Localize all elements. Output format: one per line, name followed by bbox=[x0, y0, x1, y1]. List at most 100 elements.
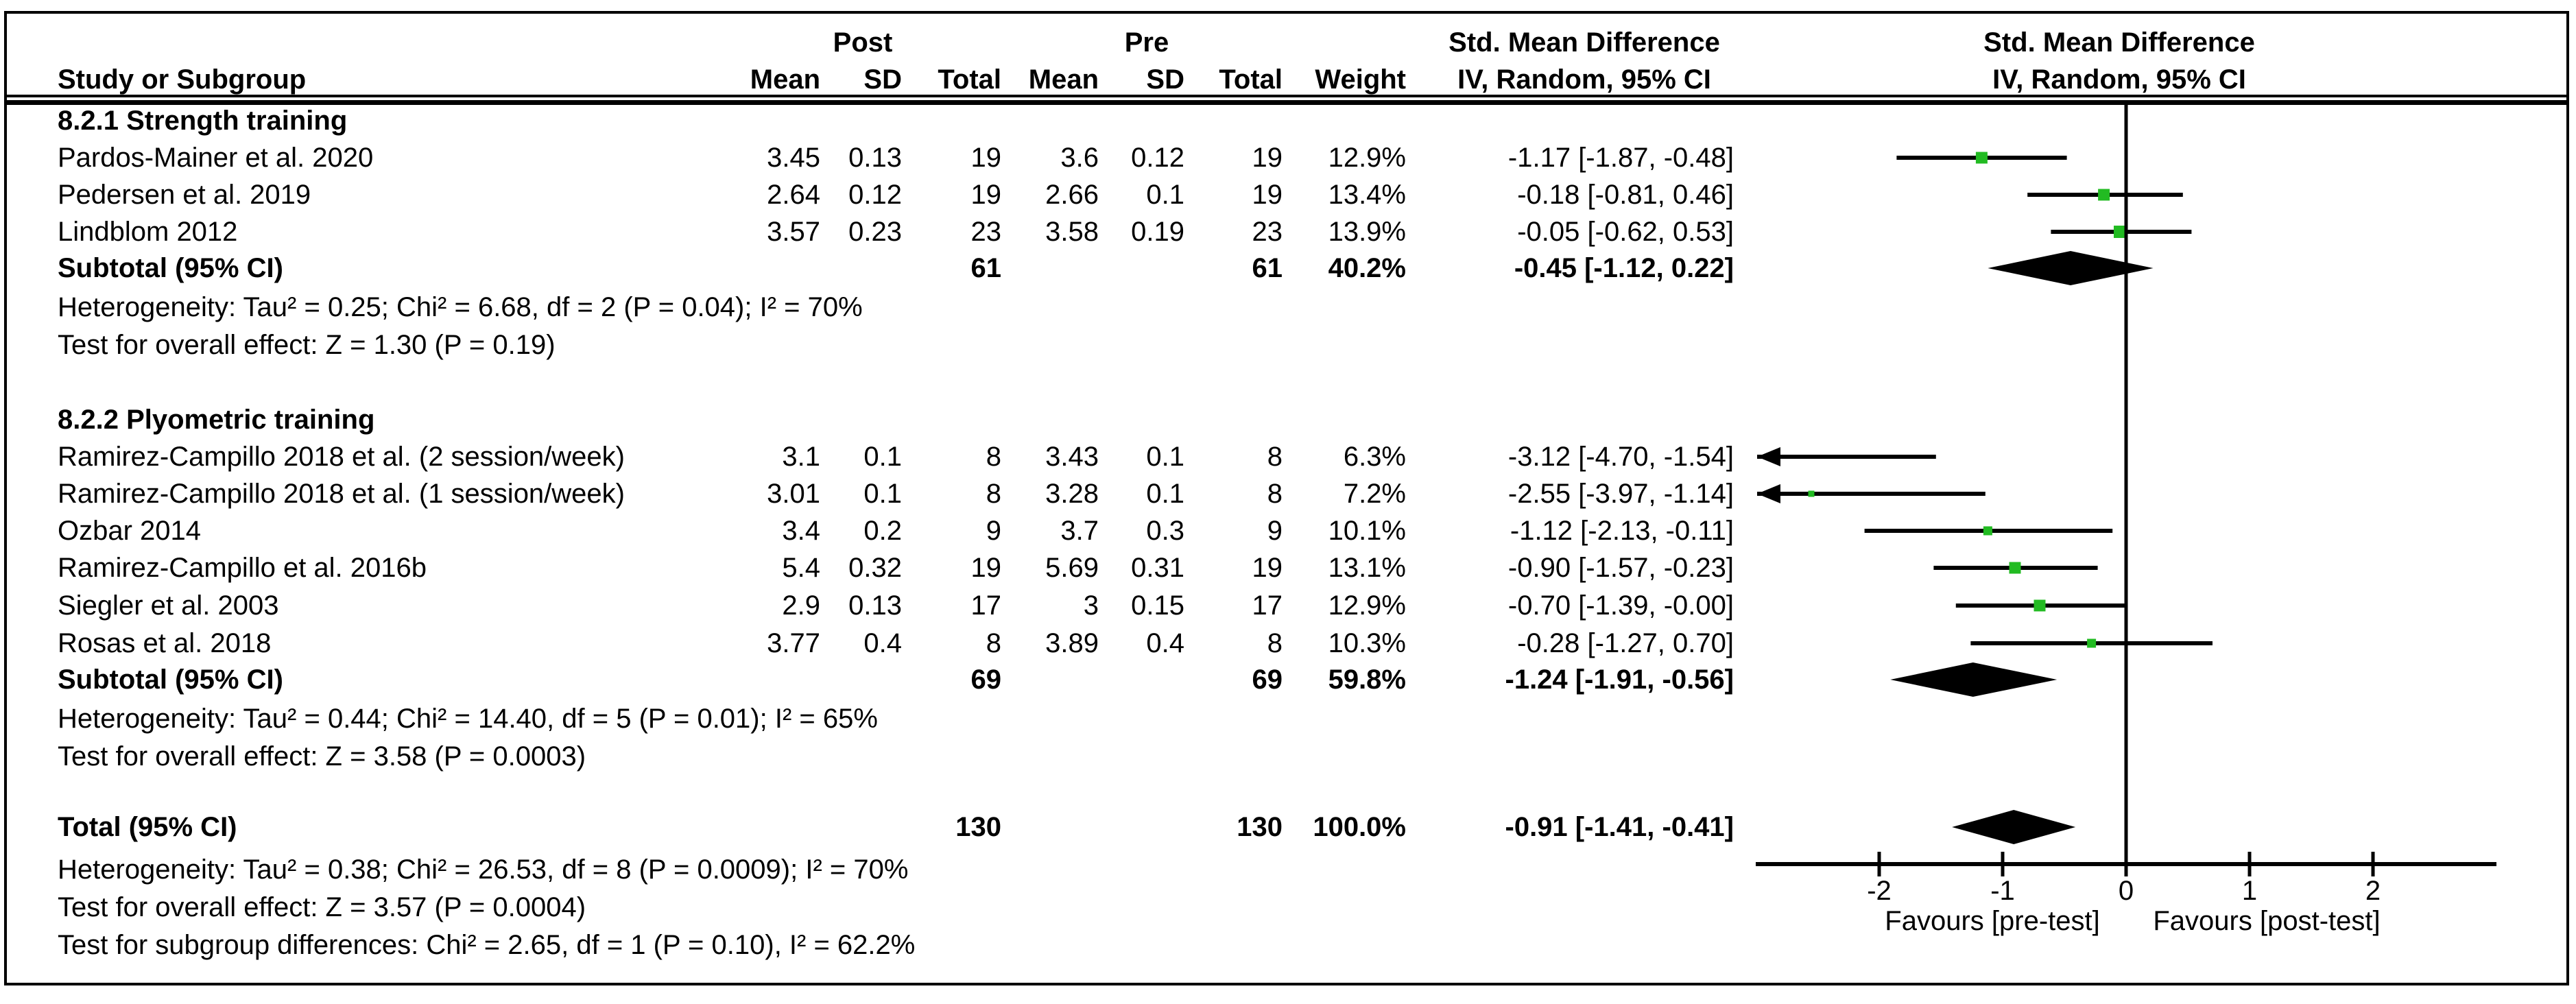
weight-cell: 13.4% bbox=[1328, 180, 1406, 210]
pre-total-cell: 69 bbox=[1252, 665, 1283, 695]
ci-cell: -1.12 [-2.13, -0.11] bbox=[1510, 516, 1734, 546]
post-sd-cell: 0.32 bbox=[848, 553, 902, 583]
total-overall-effect-text: Test for overall effect: Z = 3.57 (P = 0… bbox=[58, 892, 586, 922]
post-total-cell: 8 bbox=[986, 628, 1001, 658]
weight-cell: 10.3% bbox=[1328, 628, 1406, 658]
effect-square bbox=[2034, 599, 2046, 612]
post-sd-cell: 0.1 bbox=[863, 442, 902, 472]
post-total-cell: 8 bbox=[986, 479, 1001, 509]
ci-cell: -2.55 [-3.97, -1.14] bbox=[1507, 479, 1734, 509]
ci-cell: -0.18 [-0.81, 0.46] bbox=[1517, 180, 1734, 210]
pre-total-cell: 61 bbox=[1252, 253, 1283, 283]
weight-cell: 59.8% bbox=[1328, 665, 1406, 695]
study-label: Rosas et al. 2018 bbox=[58, 628, 272, 658]
pre-sd-cell: 0.19 bbox=[1131, 217, 1184, 247]
heterogeneity-text: Heterogeneity: Tau² = 0.25; Chi² = 6.68,… bbox=[58, 292, 863, 322]
study-label: Ramirez-Campillo 2018 et al. (2 session/… bbox=[58, 442, 625, 472]
weight-cell: 13.9% bbox=[1328, 217, 1406, 247]
post-mean-cell: 3.45 bbox=[767, 143, 820, 173]
post-total-cell: 17 bbox=[970, 590, 1002, 621]
pre-mean-cell: 3.43 bbox=[1045, 442, 1099, 472]
post-sd-cell: 0.13 bbox=[848, 590, 902, 621]
pre-mean-cell: 2.66 bbox=[1045, 180, 1099, 210]
heterogeneity-text: Heterogeneity: Tau² = 0.44; Chi² = 14.40… bbox=[58, 704, 878, 734]
post-total-cell: 8 bbox=[986, 442, 1001, 472]
post-total-cell: 19 bbox=[970, 180, 1002, 210]
pre-total-cell: 17 bbox=[1252, 590, 1283, 621]
overall-effect-text: Test for overall effect: Z = 1.30 (P = 0… bbox=[58, 330, 556, 360]
ci-cell: -0.70 [-1.39, -0.00] bbox=[1507, 590, 1734, 621]
weight-cell: 100.0% bbox=[1313, 812, 1406, 842]
pre-total-cell: 9 bbox=[1267, 516, 1283, 546]
study-label: Pedersen et al. 2019 bbox=[58, 180, 311, 210]
effect-square bbox=[2009, 562, 2021, 574]
pre-sd-cell: 0.1 bbox=[1146, 180, 1184, 210]
subgroup-title: 8.2.1 Strength training bbox=[58, 106, 348, 136]
post-total-cell: 19 bbox=[970, 553, 1002, 583]
post-mean-cell: 3.4 bbox=[782, 516, 820, 546]
subtotal-label: Subtotal (95% CI) bbox=[58, 253, 283, 283]
col-header-pre-sd: SD bbox=[1146, 64, 1184, 95]
weight-cell: 13.1% bbox=[1328, 553, 1406, 583]
total-heterogeneity-text: Heterogeneity: Tau² = 0.38; Chi² = 26.53… bbox=[58, 854, 909, 885]
col-header-pre-total: Total bbox=[1219, 64, 1283, 95]
favours-right-label: Favours [post-test] bbox=[2153, 906, 2380, 936]
ci-cell: -0.90 [-1.57, -0.23] bbox=[1507, 553, 1734, 583]
axis-tick-label: -2 bbox=[1867, 876, 1892, 906]
effect-square bbox=[1975, 152, 1988, 164]
subtotal-diamond bbox=[1988, 251, 2154, 285]
weight-cell: 7.2% bbox=[1343, 479, 1406, 509]
subgroup-differences-text: Test for subgroup differences: Chi² = 2.… bbox=[58, 930, 916, 960]
effect-square bbox=[2114, 226, 2126, 238]
arrow-left bbox=[1757, 447, 1780, 466]
col-header-study: Study or Subgroup bbox=[58, 64, 307, 95]
post-sd-cell: 0.4 bbox=[863, 628, 902, 658]
pre-total-cell: 19 bbox=[1252, 143, 1283, 173]
weight-cell: 12.9% bbox=[1328, 590, 1406, 621]
effect-square bbox=[2098, 189, 2110, 201]
pre-total-cell: 19 bbox=[1252, 180, 1283, 210]
pre-mean-cell: 5.69 bbox=[1045, 553, 1099, 583]
col-header-pre-mean: Mean bbox=[1028, 64, 1099, 95]
study-label: Siegler et al. 2003 bbox=[58, 590, 279, 621]
plot-header-effect-method: IV, Random, 95% CI bbox=[1992, 64, 2246, 95]
post-total-cell: 69 bbox=[970, 665, 1002, 695]
ci-cell: -3.12 [-4.70, -1.54] bbox=[1507, 442, 1734, 472]
pre-total-cell: 19 bbox=[1252, 553, 1283, 583]
header-rule-thick bbox=[7, 100, 2569, 105]
subtotal-label: Subtotal (95% CI) bbox=[58, 665, 283, 695]
pre-sd-cell: 0.1 bbox=[1146, 479, 1184, 509]
overall-effect-text: Test for overall effect: Z = 3.58 (P = 0… bbox=[58, 741, 586, 772]
ci-cell: -0.05 [-0.62, 0.53] bbox=[1517, 217, 1734, 247]
pre-total-cell: 8 bbox=[1267, 628, 1283, 658]
post-sd-cell: 0.1 bbox=[863, 479, 902, 509]
col-group-post: Post bbox=[833, 27, 893, 58]
post-sd-cell: 0.2 bbox=[863, 516, 902, 546]
ci-cell: -1.24 [-1.91, -0.56] bbox=[1505, 665, 1734, 695]
post-sd-cell: 0.23 bbox=[848, 217, 902, 247]
post-total-cell: 9 bbox=[986, 516, 1001, 546]
weight-cell: 10.1% bbox=[1328, 516, 1406, 546]
weight-cell: 40.2% bbox=[1328, 253, 1406, 283]
pre-mean-cell: 3.89 bbox=[1045, 628, 1099, 658]
total-label: Total (95% CI) bbox=[58, 812, 237, 842]
header-rule-thin bbox=[7, 95, 2569, 97]
col-header-weight: Weight bbox=[1315, 64, 1406, 95]
pre-mean-cell: 3.6 bbox=[1060, 143, 1099, 173]
subgroup-title: 8.2.2 Plyometric training bbox=[58, 405, 375, 435]
post-sd-cell: 0.12 bbox=[848, 180, 902, 210]
ci-cell: -0.28 [-1.27, 0.70] bbox=[1517, 628, 1734, 658]
post-mean-cell: 2.64 bbox=[767, 180, 820, 210]
post-sd-cell: 0.13 bbox=[848, 143, 902, 173]
study-label: Ramirez-Campillo et al. 2016b bbox=[58, 553, 427, 583]
pre-mean-cell: 3 bbox=[1083, 590, 1099, 621]
col-header-effect-title: Std. Mean Difference bbox=[1448, 27, 1720, 58]
weight-cell: 6.3% bbox=[1343, 442, 1406, 472]
effect-square bbox=[1808, 490, 1815, 497]
total-diamond bbox=[1952, 810, 2076, 844]
pre-sd-cell: 0.4 bbox=[1146, 628, 1184, 658]
favours-left-label: Favours [pre-test] bbox=[1885, 906, 2099, 936]
pre-sd-cell: 0.31 bbox=[1131, 553, 1184, 583]
post-total-cell: 23 bbox=[970, 217, 1002, 247]
